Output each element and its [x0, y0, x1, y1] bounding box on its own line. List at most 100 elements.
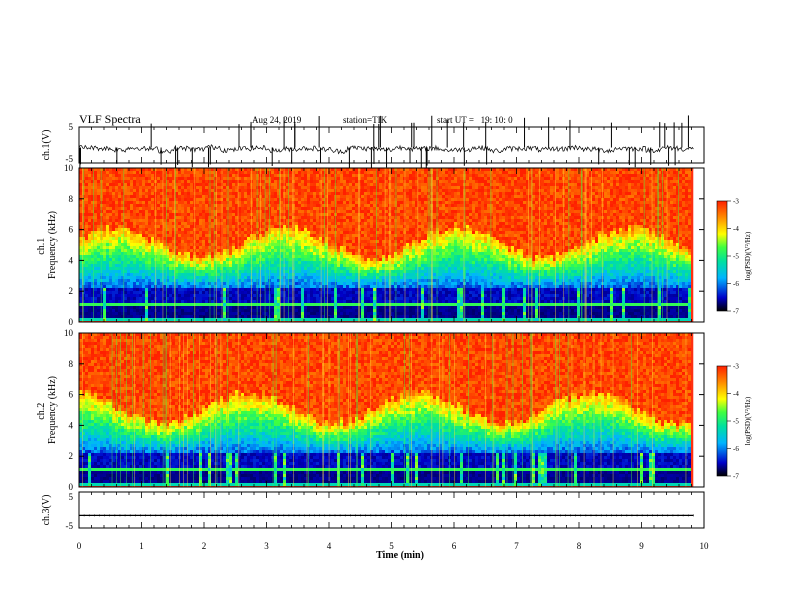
- ch1-spectrogram-cell: [112, 234, 115, 237]
- ch1-spectrogram-cell: [310, 258, 313, 261]
- ch1-spectrogram-cell: [151, 213, 154, 216]
- ch1-spectrogram-cell: [349, 288, 352, 291]
- ch1-spectrogram-cell: [277, 228, 280, 231]
- ch1-spectrogram-cell: [130, 267, 133, 270]
- ch1-spectrogram-cell: [229, 198, 232, 201]
- ch1-spectrogram-cell: [253, 261, 256, 264]
- ch1-spectrogram-cell: [361, 279, 364, 282]
- ch1-spectrogram-cell: [100, 294, 103, 297]
- ch1-spectrogram-cell: [361, 294, 364, 297]
- ch1-spectrogram-cell: [295, 168, 298, 171]
- ch1-spectrogram-cell: [349, 207, 352, 210]
- ch1-spectrogram-cell: [343, 312, 346, 315]
- ch1-spectrogram-cell: [172, 252, 175, 255]
- ch1-spectrogram-cell: [148, 315, 151, 318]
- ch1-spectrogram-cell: [238, 213, 241, 216]
- ch1-spectrogram-cell: [196, 318, 199, 321]
- ch1-spectrogram-cell: [262, 174, 265, 177]
- ch1-spectrogram-cell: [121, 219, 124, 222]
- ch1-spectrogram-cell: [217, 183, 220, 186]
- ch1-spectrogram-cell: [286, 231, 289, 234]
- ch1-spectrogram-cell: [157, 216, 160, 219]
- ch1-spectrogram-cell: [157, 222, 160, 225]
- ch1-spectrogram-cell: [127, 306, 130, 309]
- ch1-spectrogram-cell: [223, 219, 226, 222]
- ch1-spectrogram-cell: [88, 276, 91, 279]
- ch1-spectrogram-cell: [241, 285, 244, 288]
- ch1-spectrogram-cell: [238, 315, 241, 318]
- ch1-spectrogram-cell: [235, 174, 238, 177]
- ch1-spectrogram-cell: [271, 174, 274, 177]
- ch1-spectrogram-cell: [79, 312, 82, 315]
- ch1-spectrogram-cell: [256, 237, 259, 240]
- ch1-spectrogram-cell: [220, 204, 223, 207]
- ch1-spectrogram-cell: [292, 276, 295, 279]
- ch1-spectrogram-cell: [319, 225, 322, 228]
- ch1-spectrogram-cell: [319, 279, 322, 282]
- ch1-spectrogram-cell: [322, 222, 325, 225]
- ch1-spectrogram-cell: [223, 177, 226, 180]
- ch1-spectrogram-cell: [343, 309, 346, 312]
- ch1-spectrogram-cell: [337, 315, 340, 318]
- ch1-spectrogram-cell: [148, 243, 151, 246]
- ch1-spectrogram-cell: [211, 186, 214, 189]
- ch1-spectrogram-cell: [109, 252, 112, 255]
- ch1-spectrogram-cell: [253, 273, 256, 276]
- ch1-spectrogram-cell: [322, 303, 325, 306]
- ch1-spectrogram-cell: [262, 315, 265, 318]
- ch1-spectrogram-cell: [94, 201, 97, 204]
- ch1-spectrogram-cell: [151, 228, 154, 231]
- ch1-spectrogram-cell: [124, 270, 127, 273]
- ch1-spectrogram-cell: [190, 285, 193, 288]
- ch1-spectrogram-cell: [148, 222, 151, 225]
- ch1-spectrogram-cell: [85, 291, 88, 294]
- ch1-spectrogram-cell: [271, 168, 274, 171]
- ch1-spectrogram-cell: [298, 225, 301, 228]
- ch1-spectrogram-cell: [340, 231, 343, 234]
- ch1-spectrogram-cell: [190, 177, 193, 180]
- ch1-spectrogram-cell: [121, 288, 124, 291]
- ch1-spectrogram-cell: [103, 273, 106, 276]
- ch1-spectrogram-cell: [325, 180, 328, 183]
- ch1-spectrogram-cell: [187, 267, 190, 270]
- ch1-spectrogram-cell: [355, 210, 358, 213]
- ch1-spectrogram-cell: [265, 276, 268, 279]
- ch1-spectrogram-cell: [202, 261, 205, 264]
- ch1-spectrogram-cell: [178, 255, 181, 258]
- ch1-spectrogram-cell: [166, 204, 169, 207]
- ch1-spectrogram-cell: [208, 237, 211, 240]
- ch1-spectrogram-cell: [181, 285, 184, 288]
- ch1-spectrogram-cell: [211, 240, 214, 243]
- ch1-spectrogram-cell: [193, 231, 196, 234]
- ch1-spectrogram-cell: [217, 240, 220, 243]
- ch1-spectrogram-cell: [325, 255, 328, 258]
- ch1-spectrogram-cell: [130, 189, 133, 192]
- ch1-spectrogram-cell: [352, 237, 355, 240]
- ch1-spectrogram-cell: [217, 297, 220, 300]
- ch1-spectrogram-cell: [355, 273, 358, 276]
- ch1-spectrogram-cell: [220, 219, 223, 222]
- ch1-spectrogram-cell: [103, 201, 106, 204]
- ch1-spectrogram-cell: [313, 297, 316, 300]
- ch1-spectrogram-cell: [328, 246, 331, 249]
- ch1-spectrogram-cell: [316, 222, 319, 225]
- ch1-spectrogram-cell: [316, 225, 319, 228]
- ch1-spectrogram-cell: [274, 279, 277, 282]
- ch1-spectrogram-cell: [316, 237, 319, 240]
- ch1-spectrogram-cell: [190, 249, 193, 252]
- ch1-spectrogram-cell: [337, 294, 340, 297]
- ch1-spectrogram-cell: [238, 255, 241, 258]
- ch1-spectrogram-cell: [265, 282, 268, 285]
- ch1-spectrogram-cell: [319, 276, 322, 279]
- ch1-spectrogram-cell: [286, 294, 289, 297]
- ch1-spectrogram-cell: [109, 261, 112, 264]
- ch1-spectrogram-cell: [220, 300, 223, 303]
- ch1-spectrogram-cell: [331, 297, 334, 300]
- ch1-spectrogram-cell: [343, 291, 346, 294]
- ch1-spectrogram-cell: [103, 246, 106, 249]
- ch1-spectrogram-cell: [121, 168, 124, 171]
- ch1-spectrogram-cell: [244, 273, 247, 276]
- ch1-spectrogram-cell: [88, 303, 91, 306]
- ch1-spectrogram-cell: [127, 249, 130, 252]
- ch1-spectrogram-cell: [346, 216, 349, 219]
